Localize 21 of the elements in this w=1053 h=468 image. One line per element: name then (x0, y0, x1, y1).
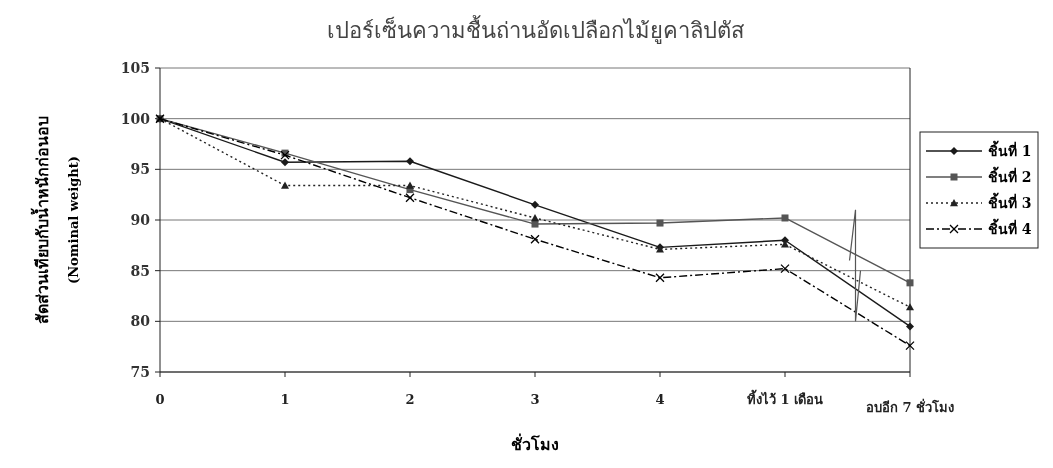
y-tick-label: 90 (130, 211, 151, 228)
legend-label: ชิ้นที่ 1 (988, 139, 1032, 159)
x-tick-label: 0 (155, 392, 165, 407)
y-axis-title: สัดส่วนเทียบกับน้ำหนักก่อนอบ (Nominal weight) (30, 116, 81, 324)
legend-label: ชิ้นที่ 3 (988, 191, 1032, 211)
x-tick-label: ทิ้งไว้ 1 เดือน (746, 389, 824, 407)
y-tick-label: 85 (130, 262, 150, 279)
legend-label: ชิ้นที่ 2 (988, 165, 1032, 185)
y-tick-label: 100 (120, 110, 151, 127)
legend-label: ชิ้นที่ 4 (988, 217, 1032, 237)
x-tick-label: 4 (655, 392, 665, 407)
chart-title: เปอร์เซ็นความชื้นถ่านอัดเปลือกไม้ยูคาลิปตัส (326, 15, 745, 44)
x-tick-label: 2 (405, 392, 415, 407)
y-tick-label: 75 (130, 363, 150, 380)
y-tick-label: 95 (130, 161, 150, 178)
x-axis-title: ชั่วโมง (511, 433, 559, 454)
x-tick-label: อบอีก 7 ชั่วโมง (865, 398, 955, 415)
x-tick-label: 3 (530, 392, 540, 407)
y-tick-label: 105 (120, 59, 150, 76)
x-tick-label: 1 (280, 392, 290, 407)
y-tick-label: 80 (130, 313, 151, 330)
